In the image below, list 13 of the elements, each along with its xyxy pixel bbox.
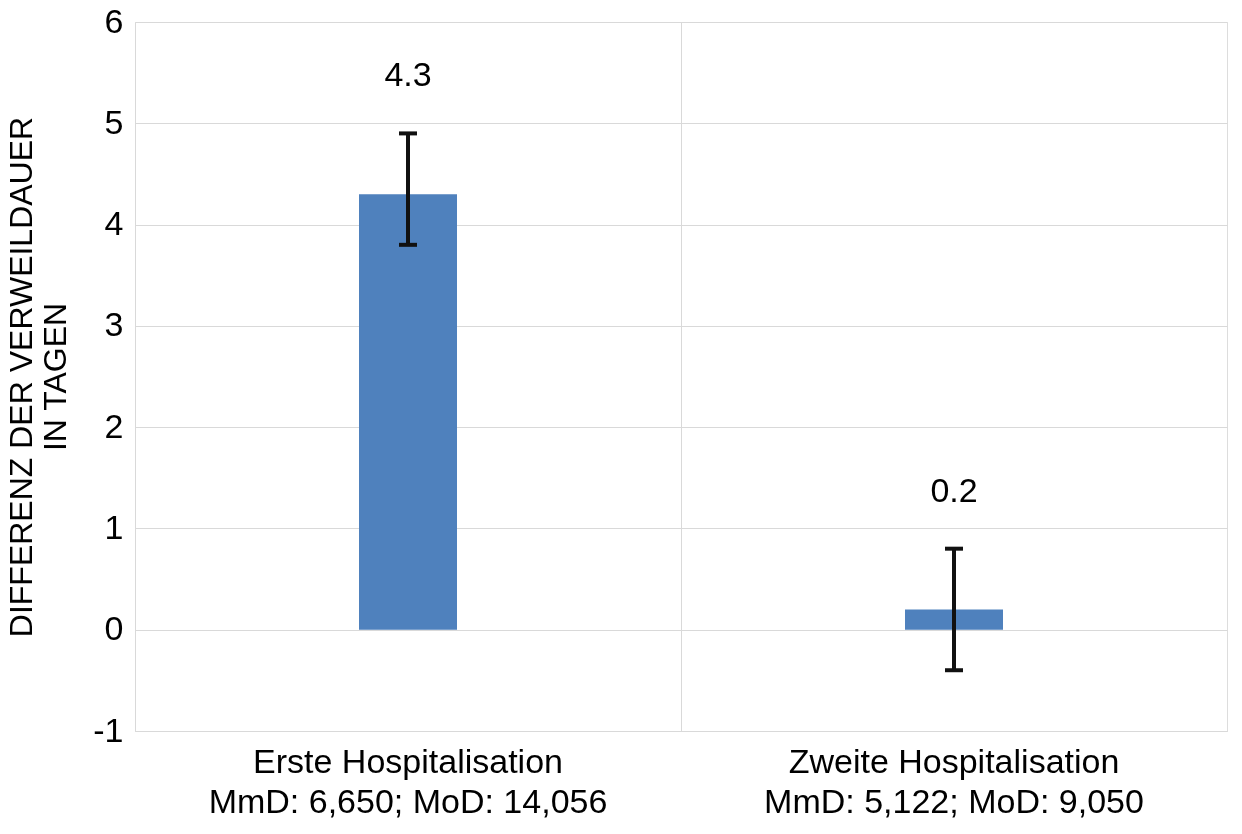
y-tick-label: 5 — [104, 102, 124, 141]
y-axis-title: DIFFERENZ DER VERWEILDAUER IN TAGEN — [3, 116, 74, 638]
y-tick-label: 4 — [104, 204, 124, 243]
y-tick-label: 1 — [104, 507, 124, 546]
y-tick-label: 2 — [104, 406, 124, 445]
data-label: 4.3 — [384, 55, 432, 94]
x-tick-label: Zweite Hospitalisation MmD: 5,122; MoD: 9,050 — [764, 741, 1144, 820]
y-tick-label: -1 — [93, 710, 124, 749]
y-tick-label: 6 — [104, 1, 124, 40]
data-label: 0.2 — [930, 470, 978, 509]
y-tick-label: 0 — [104, 609, 124, 648]
x-tick-label: Erste Hospitalisation MmD: 6,650; MoD: 14,056 — [208, 741, 608, 820]
y-tick-label: 3 — [104, 305, 124, 344]
